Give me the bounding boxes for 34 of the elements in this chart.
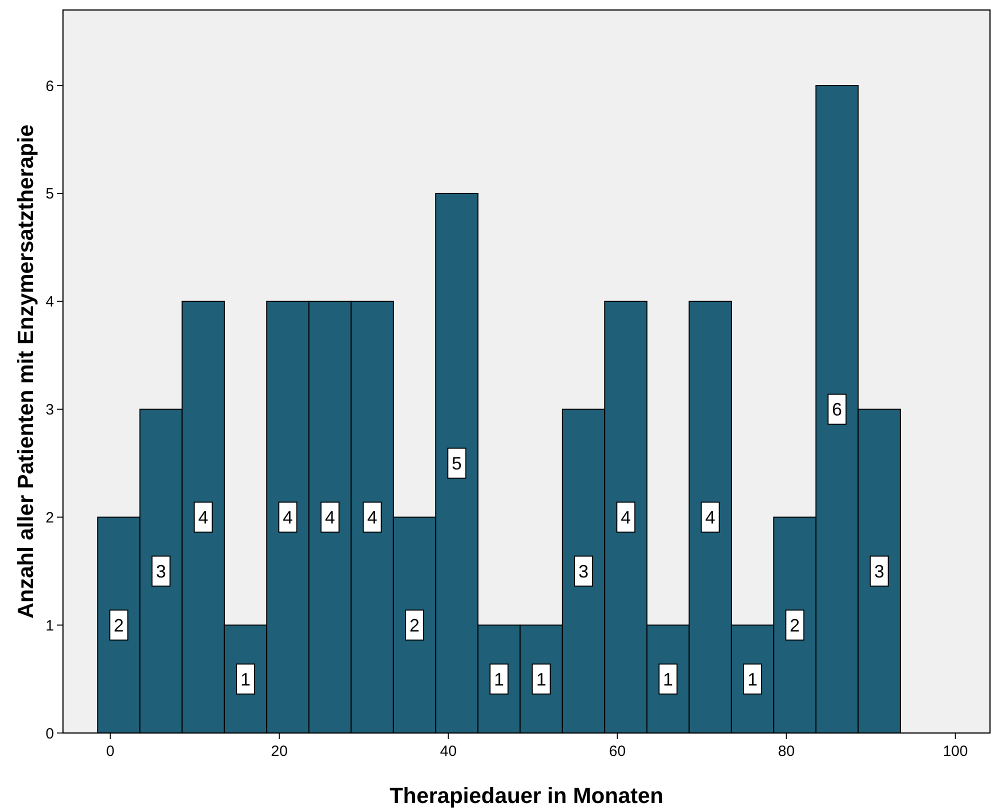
x-tick-label: 100 — [942, 743, 968, 760]
data-label: 1 — [748, 669, 758, 690]
data-label: 4 — [705, 507, 716, 528]
data-label: 4 — [282, 507, 293, 528]
data-label: 3 — [578, 561, 589, 582]
data-label: 1 — [240, 669, 251, 690]
x-tick-label: 0 — [106, 743, 114, 760]
x-axis-title: Therapiedauer in Monaten — [390, 783, 664, 808]
data-label: 1 — [494, 669, 504, 690]
x-tick-label: 20 — [270, 743, 288, 760]
y-axis-title: Anzahl aller Patienten mit Enzymersatztherapie — [13, 124, 38, 618]
x-tick-label: 80 — [778, 743, 795, 760]
data-label: 4 — [198, 507, 208, 528]
y-tick-label: 1 — [46, 617, 54, 634]
data-label: 3 — [156, 561, 166, 582]
data-label: 4 — [325, 507, 336, 528]
y-tick-label: 6 — [46, 78, 54, 95]
y-tick-label: 2 — [46, 509, 54, 526]
data-label: 2 — [114, 615, 124, 636]
y-tick-label: 3 — [46, 402, 54, 419]
data-label: 1 — [536, 669, 546, 690]
data-label: 2 — [790, 615, 800, 636]
y-tick-label: 4 — [46, 294, 54, 311]
data-label: 1 — [663, 669, 674, 690]
data-label: 4 — [620, 507, 631, 528]
x-tick-label: 40 — [440, 743, 457, 760]
y-tick-label: 5 — [46, 186, 54, 203]
data-label: 2 — [410, 615, 420, 636]
data-label: 3 — [874, 561, 884, 582]
data-label: 6 — [832, 400, 842, 420]
data-label: 5 — [452, 454, 462, 474]
data-label: 4 — [367, 507, 378, 528]
y-tick-label: 0 — [46, 725, 54, 742]
x-tick-label: 60 — [608, 743, 626, 760]
